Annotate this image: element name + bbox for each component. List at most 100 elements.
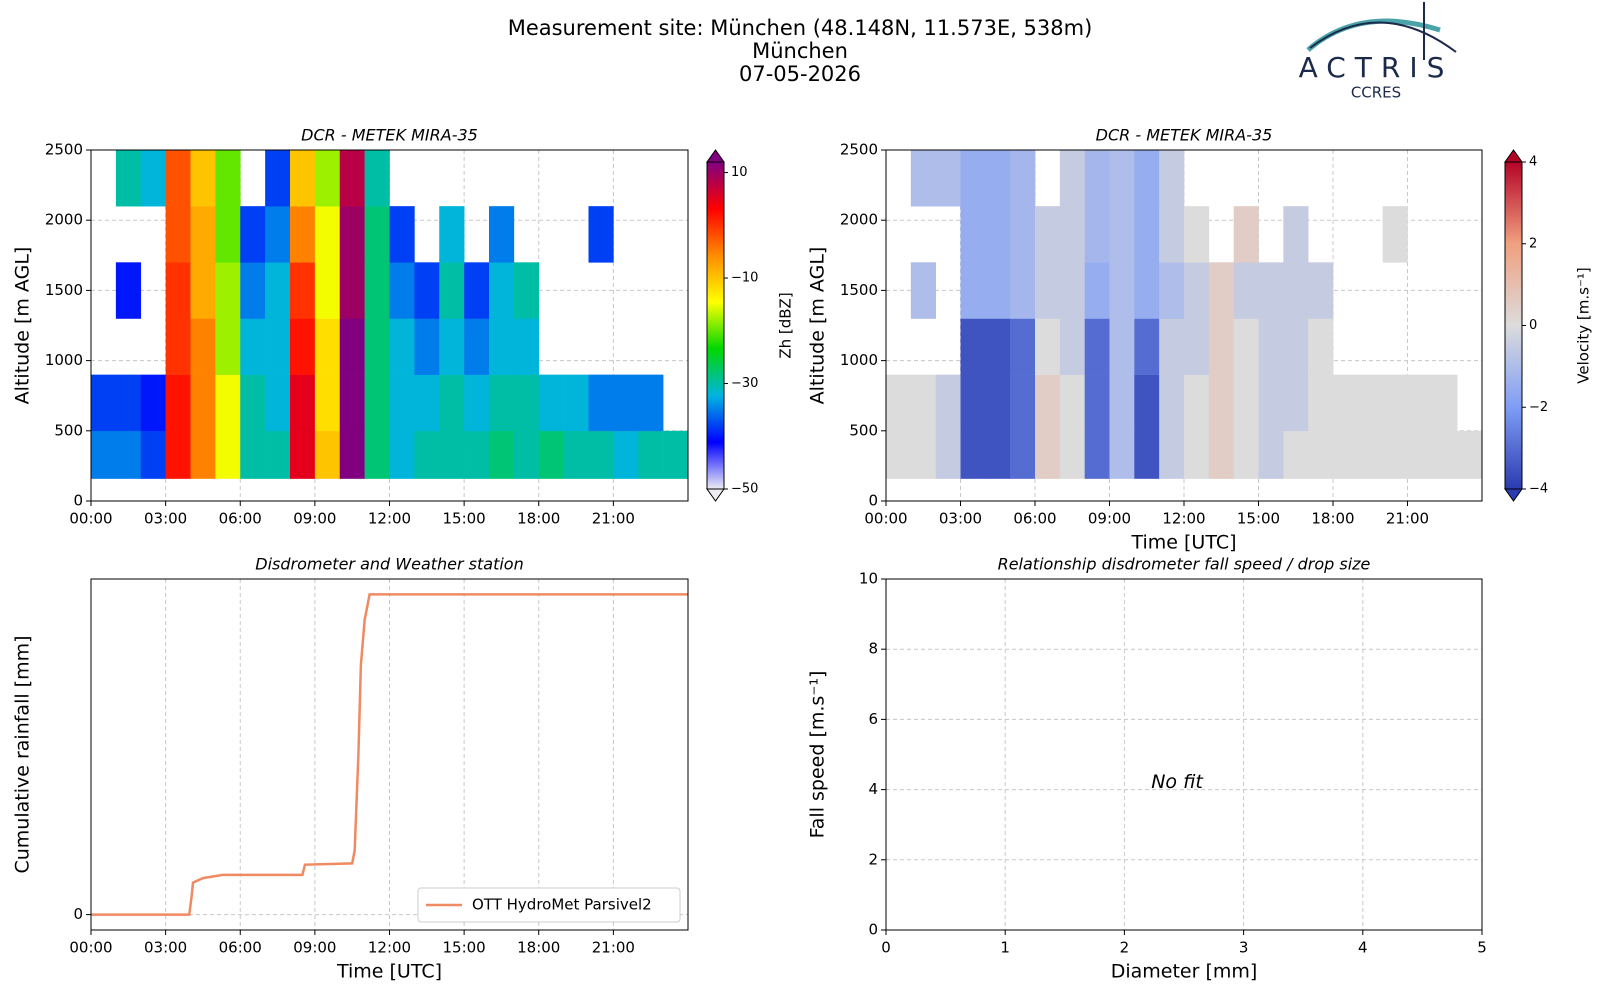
heatmap-cell <box>1059 262 1085 319</box>
heatmap-cell <box>1059 318 1085 375</box>
heatmap-cell <box>985 150 1011 207</box>
heatmap-cell <box>910 262 936 319</box>
y-tick-label: 1000 <box>45 351 83 369</box>
heatmap-cell <box>886 374 912 432</box>
y-tick-label: 2 <box>868 850 878 868</box>
colorbar-tick-label: −10 <box>731 271 758 286</box>
heatmap-cell <box>1208 374 1234 432</box>
heatmap-cell <box>1258 374 1284 432</box>
panel: No fit 0 1 2 3 4 5 0 2 4 6 8 10 Relationship disdrome… <box>807 555 1487 983</box>
heatmap-cell <box>165 206 191 263</box>
heatmap-cell <box>1184 318 1210 375</box>
y-tick-label: 10 <box>859 570 878 588</box>
heatmap-cell <box>240 430 266 479</box>
heatmap-cell <box>364 150 390 207</box>
heatmap-cell <box>165 430 191 479</box>
heatmap-cell <box>1035 374 1061 432</box>
heatmap-cell <box>960 206 986 263</box>
heatmap-cell <box>290 318 316 375</box>
heatmap-cell <box>1109 430 1135 479</box>
heatmap-cell <box>1159 374 1185 432</box>
colorbar-extend <box>1504 149 1523 163</box>
heatmap-cell <box>1283 206 1309 263</box>
heatmap-cell <box>1357 374 1383 432</box>
x-axis-label: Diameter [mm] <box>1111 961 1258 983</box>
heatmap-cell <box>190 262 216 319</box>
heatmap-cell <box>960 318 986 375</box>
x-tick-label: 18:00 <box>517 510 560 528</box>
x-tick-label: 12:00 <box>1162 510 1205 528</box>
heatmap-cell <box>339 318 365 375</box>
heatmap-cell <box>1159 262 1185 319</box>
heatmap-cell <box>1035 318 1061 375</box>
x-tick-label: 18:00 <box>517 939 560 957</box>
colorbar-tick-label: 2 <box>1529 236 1537 251</box>
heatmap-cell <box>290 430 316 479</box>
heatmap-cell <box>1333 374 1359 432</box>
heatmap-cell <box>314 150 341 207</box>
heatmap-cell <box>364 262 390 319</box>
x-tick-label: 00:00 <box>69 939 112 957</box>
x-axis-label: Time [UTC] <box>336 961 442 983</box>
x-tick-label: 06:00 <box>219 510 262 528</box>
heatmap-cell <box>464 262 490 319</box>
line <box>91 593 688 916</box>
heatmap-cell <box>1407 430 1433 479</box>
heatmap-cell <box>464 430 490 479</box>
colorbar-extend <box>706 488 725 502</box>
heatmap-cell <box>1084 374 1110 432</box>
y-tick-label: 4 <box>868 780 878 798</box>
heatmap-cell <box>314 206 341 263</box>
heatmap-cell <box>985 262 1011 319</box>
heatmap-cell <box>115 430 142 479</box>
heatmap-cell <box>414 430 440 479</box>
heatmap-cell <box>960 374 986 432</box>
heatmap-cell <box>513 318 540 375</box>
heatmap-cell <box>190 318 216 375</box>
x-tick-label: 03:00 <box>144 510 187 528</box>
heatmap-cell <box>1258 430 1284 479</box>
heatmap-cell <box>1159 206 1185 263</box>
x-tick-label: 15:00 <box>443 939 486 957</box>
heatmap-cell <box>389 374 415 432</box>
heatmap-cell <box>314 374 341 432</box>
x-tick-label: 06:00 <box>219 939 262 957</box>
heatmap-cell <box>215 150 241 207</box>
heatmap-cell <box>215 262 241 319</box>
heatmap-cell <box>1134 150 1160 207</box>
heatmap-cell <box>1208 430 1234 479</box>
heatmap-cell <box>1432 374 1458 432</box>
y-tick-label: 2000 <box>45 211 83 229</box>
x-tick-label: 3 <box>1239 939 1249 957</box>
heatmap-cell <box>1233 318 1259 375</box>
heatmap-cell <box>1059 206 1085 263</box>
y-tick-label: 8 <box>868 640 878 658</box>
heatmap-cell <box>1035 206 1061 263</box>
heatmap-cell <box>985 430 1011 479</box>
heatmap-cell <box>165 318 191 375</box>
heatmap-cell <box>314 430 341 479</box>
heatmap-cell <box>140 150 166 207</box>
heatmap-cell <box>1283 262 1309 319</box>
heatmap-cell <box>1159 150 1185 207</box>
heatmap-cell <box>935 374 961 432</box>
x-tick-label: 1 <box>1000 939 1010 957</box>
heatmap-cell <box>339 206 365 263</box>
x-axis-label: Time [UTC] <box>1130 532 1236 554</box>
heatmap-cell <box>215 430 241 479</box>
heatmap-cell <box>588 430 614 479</box>
y-axis-label: Cumulative rainfall [mm] <box>12 635 34 873</box>
heatmap-cell <box>1109 374 1135 432</box>
heatmap-cell <box>190 206 216 263</box>
chart-title: DCR - METEK MIRA-35 <box>301 126 478 145</box>
heatmap-cell <box>140 430 166 479</box>
chart-title: Relationship disdrometer fall speed / dr… <box>998 555 1371 574</box>
heatmap-cell <box>489 318 515 375</box>
heatmap-cell <box>339 262 365 319</box>
heatmap-cell <box>1059 374 1085 432</box>
heatmap-cell <box>439 430 465 479</box>
heatmap-cell <box>165 374 191 432</box>
heatmap-cell <box>538 374 564 432</box>
colorbar-tick-label: 10 <box>731 165 748 180</box>
